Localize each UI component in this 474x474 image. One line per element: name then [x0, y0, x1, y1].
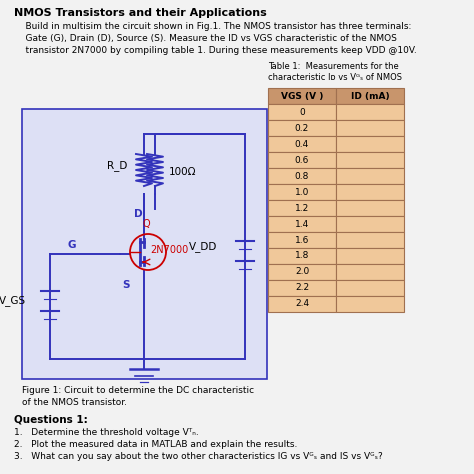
Bar: [268, 200, 336, 216]
Bar: [336, 88, 404, 104]
Text: 2.0: 2.0: [295, 267, 309, 276]
Text: ID (mA): ID (mA): [351, 91, 389, 100]
Bar: [336, 136, 404, 152]
Bar: [268, 248, 336, 264]
Text: 2N7000: 2N7000: [150, 245, 188, 255]
Bar: [268, 152, 336, 168]
Bar: [336, 184, 404, 200]
Text: G: G: [68, 240, 76, 250]
Text: Questions 1:: Questions 1:: [14, 414, 88, 424]
Bar: [336, 152, 404, 168]
Bar: [336, 264, 404, 280]
Bar: [268, 168, 336, 184]
Bar: [268, 136, 336, 152]
Text: R_D: R_D: [107, 161, 127, 172]
Bar: [336, 280, 404, 296]
Text: S: S: [122, 280, 130, 290]
Text: 1.6: 1.6: [295, 236, 309, 245]
Text: 100Ω: 100Ω: [169, 167, 197, 177]
Bar: [22, 109, 267, 379]
Bar: [336, 120, 404, 136]
Bar: [336, 232, 404, 248]
Text: 0.6: 0.6: [295, 155, 309, 164]
Bar: [268, 296, 336, 312]
Text: 1.0: 1.0: [295, 188, 309, 197]
Text: Figure 1: Circuit to determine the DC characteristic: Figure 1: Circuit to determine the DC ch…: [22, 386, 254, 395]
Text: V_DD: V_DD: [189, 242, 217, 253]
Text: D: D: [134, 209, 143, 219]
Bar: [268, 280, 336, 296]
Text: 2.2: 2.2: [295, 283, 309, 292]
Text: 1.8: 1.8: [295, 252, 309, 261]
Bar: [336, 216, 404, 232]
Bar: [268, 184, 336, 200]
Bar: [268, 232, 336, 248]
Bar: [268, 88, 336, 104]
Text: V_GS: V_GS: [0, 296, 26, 307]
Bar: [336, 168, 404, 184]
Text: transistor 2N7000 by compiling table 1. During these measurements keep VDD @10V.: transistor 2N7000 by compiling table 1. …: [14, 46, 417, 55]
Text: characteristic Iᴅ vs Vᴳₛ of NMOS: characteristic Iᴅ vs Vᴳₛ of NMOS: [268, 73, 402, 82]
Bar: [268, 104, 336, 120]
Bar: [336, 200, 404, 216]
Text: Build in multisim the circuit shown in Fig.1. The NMOS transistor has three term: Build in multisim the circuit shown in F…: [14, 22, 411, 31]
Text: 3.   What can you say about the two other characteristics IG vs Vᴳₛ and IS vs Vᴳ: 3. What can you say about the two other …: [14, 452, 383, 461]
Bar: [268, 216, 336, 232]
Bar: [336, 104, 404, 120]
Text: 2.4: 2.4: [295, 300, 309, 309]
Text: Table 1:  Measurements for the: Table 1: Measurements for the: [268, 62, 399, 71]
Text: 0: 0: [299, 108, 305, 117]
Text: Gate (G), Drain (D), Source (S). Measure the ID vs VGS characteristic of the NMO: Gate (G), Drain (D), Source (S). Measure…: [14, 34, 397, 43]
Text: 1.2: 1.2: [295, 203, 309, 212]
Text: Q: Q: [143, 219, 151, 229]
Text: 0.2: 0.2: [295, 124, 309, 133]
Text: VGS (V ): VGS (V ): [281, 91, 323, 100]
Bar: [268, 120, 336, 136]
Text: 2.   Plot the measured data in MATLAB and explain the results.: 2. Plot the measured data in MATLAB and …: [14, 440, 297, 449]
Text: NMOS Transistors and their Applications: NMOS Transistors and their Applications: [14, 8, 267, 18]
Text: 1.   Determine the threshold voltage Vᵀₙ.: 1. Determine the threshold voltage Vᵀₙ.: [14, 428, 199, 437]
Bar: [336, 296, 404, 312]
Text: 0.8: 0.8: [295, 172, 309, 181]
Text: 1.4: 1.4: [295, 219, 309, 228]
Text: 0.4: 0.4: [295, 139, 309, 148]
Bar: [268, 264, 336, 280]
Bar: [336, 248, 404, 264]
Text: of the NMOS transistor.: of the NMOS transistor.: [22, 398, 127, 407]
